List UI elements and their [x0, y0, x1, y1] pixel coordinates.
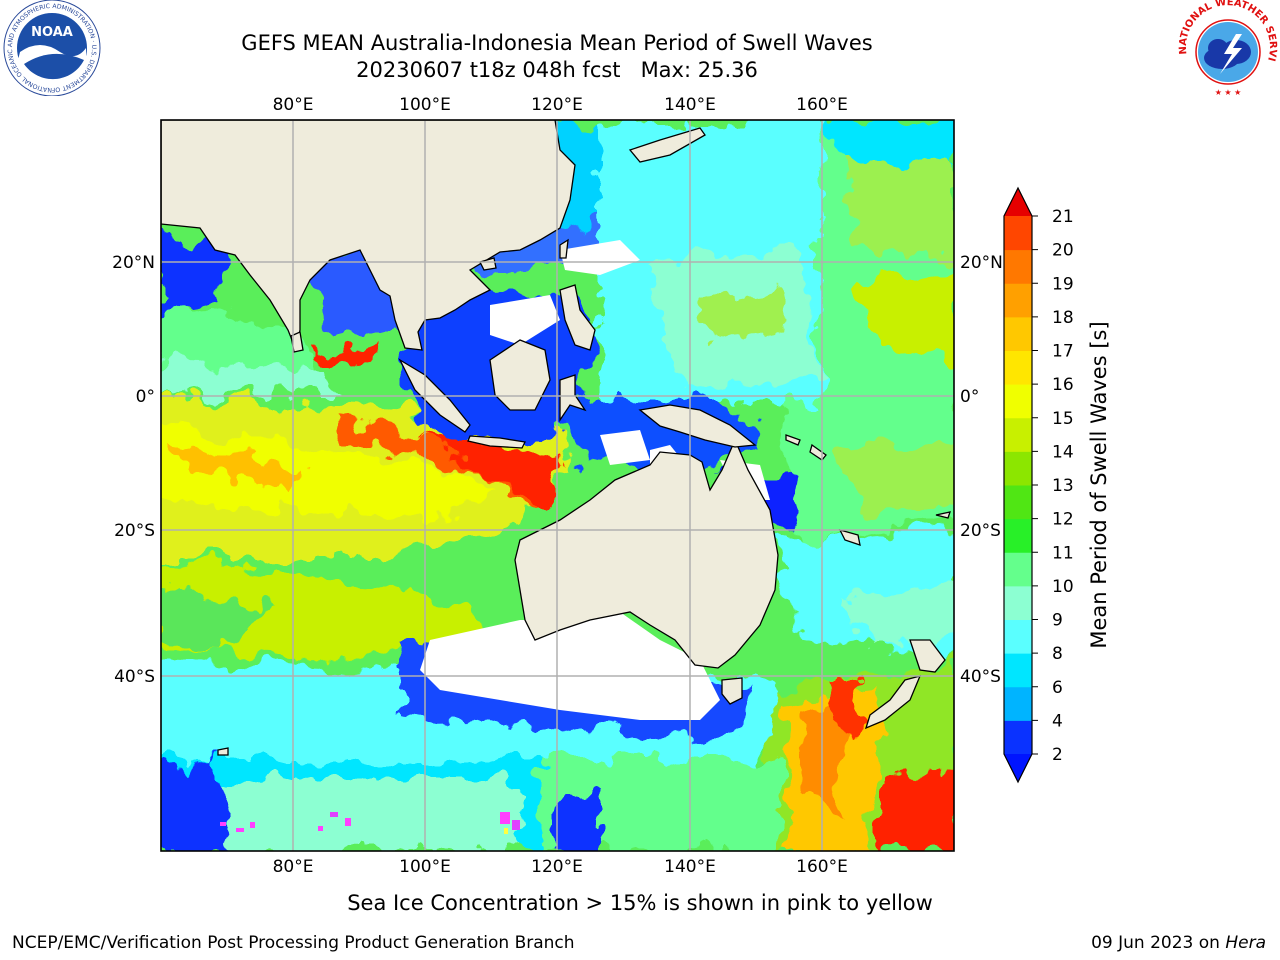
colorbar-tick-label: 13 — [1052, 476, 1074, 496]
colorbar-segment — [1004, 350, 1032, 385]
sea-ice-markers — [220, 812, 520, 834]
colorbar-under-extension — [1004, 754, 1032, 782]
colorbar-over-extension — [1004, 188, 1032, 216]
colorbar-segment — [1004, 451, 1032, 486]
colorbar-tick-label: 11 — [1052, 543, 1074, 563]
colorbar-segment — [1004, 384, 1032, 419]
colorbar-segment — [1004, 686, 1032, 721]
lat-label-right: 20°N — [960, 253, 1003, 273]
nz-south-land — [864, 675, 922, 730]
noaa-logo-text: NOAA — [31, 25, 73, 40]
generation-stamp: 09 Jun 2023 on Hera — [1091, 933, 1266, 953]
swell-period-field — [161, 120, 954, 851]
colorbar-tick-label: 18 — [1052, 308, 1074, 328]
colorbar-tick-label: 12 — [1052, 510, 1074, 530]
colorbar-segment — [1004, 283, 1032, 318]
lat-labels-right: 20°N 0° 20°S 40°S — [960, 253, 1003, 687]
producer-credit: NCEP/EMC/Verification Post Processing Pr… — [12, 933, 575, 953]
colorbar: 2 4 6 8 9 10 11 12 13 14 15 16 17 18 19 20 21 — [1003, 186, 1074, 784]
colorbar-tick-label: 17 — [1052, 342, 1074, 362]
lon-label-bottom: 100°E — [399, 857, 451, 877]
lon-label-bottom: 160°E — [796, 857, 848, 877]
tasmania-land — [721, 677, 743, 705]
generation-date: 09 Jun 2023 on — [1091, 933, 1226, 953]
philippines-land — [559, 284, 596, 351]
map-frame — [160, 119, 955, 852]
lon-label-bottom: 140°E — [664, 857, 716, 877]
lon-label-bottom: 120°E — [531, 857, 583, 877]
lat-labels-left: 20°N 0° 20°S 40°S — [112, 253, 155, 687]
colorbar-label: Mean Period of Swell Waves [s] — [1087, 321, 1111, 648]
colorbar-tick-label: 19 — [1052, 274, 1074, 294]
colorbar-segment — [1004, 249, 1032, 284]
colorbar-tick-label: 10 — [1052, 577, 1074, 597]
map-title: GEFS MEAN Australia-Indonesia Mean Perio… — [241, 31, 873, 55]
colorbar-segment — [1004, 720, 1032, 755]
colorbar-segment — [1004, 585, 1032, 620]
sulawesi-land — [559, 374, 587, 423]
colorbar-tick-label: 21 — [1052, 207, 1074, 227]
lon-label-top: 120°E — [531, 95, 583, 115]
sea-ice-note: Sea Ice Concentration > 15% is shown in … — [347, 891, 933, 915]
japan-land — [628, 127, 706, 163]
colorbar-segment — [1004, 417, 1032, 452]
lon-labels-top: 80°E 100°E 120°E 140°E 160°E — [273, 95, 848, 115]
colorbar-tick-label: 6 — [1052, 678, 1063, 698]
new-guinea-land — [638, 404, 757, 448]
lat-label-left: 0° — [136, 387, 155, 407]
colorbar-tick-label: 14 — [1052, 442, 1074, 462]
australia-land — [514, 438, 779, 669]
colorbar-segment — [1004, 485, 1032, 520]
colorbar-tick-label: 4 — [1052, 711, 1063, 731]
lon-labels-bottom: 80°E 100°E 120°E 140°E 160°E — [273, 857, 848, 877]
lat-label-left: 40°S — [114, 667, 155, 687]
colorbar-segment — [1004, 518, 1032, 553]
java-land — [467, 435, 526, 449]
map-subtitle: 20230607 t18z 048h fcst Max: 25.36 — [356, 58, 758, 82]
colorbar-tick-label: 2 — [1052, 745, 1063, 765]
lat-label-left: 20°N — [112, 253, 155, 273]
lon-label-bottom: 80°E — [273, 857, 314, 877]
lon-label-top: 80°E — [273, 95, 314, 115]
colorbar-segment — [1004, 653, 1032, 688]
graticule — [161, 120, 954, 851]
colorbar-segment — [1004, 216, 1032, 251]
borneo-land — [489, 339, 551, 411]
colorbar-segment — [1004, 316, 1032, 351]
colorbar-tick-label: 9 — [1052, 611, 1063, 631]
lon-label-top: 100°E — [399, 95, 451, 115]
lat-label-right: 0° — [960, 387, 979, 407]
lat-label-left: 20°S — [114, 521, 155, 541]
nws-logo: NATIONAL WEATHER SERVICE ★ ★ ★ — [1178, 0, 1278, 97]
asia-land — [161, 120, 576, 353]
colorbar-tick-label: 8 — [1052, 644, 1063, 664]
colorbar-tick-label: 15 — [1052, 409, 1074, 429]
lon-label-top: 160°E — [796, 95, 848, 115]
nz-north-land — [909, 639, 946, 673]
lat-label-right: 40°S — [960, 667, 1001, 687]
colorbar-tick-label: 20 — [1052, 241, 1074, 261]
great-australian-bight-blank — [420, 612, 720, 720]
lon-label-top: 140°E — [664, 95, 716, 115]
noaa-logo: NATIONAL OCEANIC AND ATMOSPHERIC ADMINIS… — [0, 0, 101, 96]
colorbar-segment — [1004, 552, 1032, 587]
lat-label-right: 20°S — [960, 521, 1001, 541]
colorbar-segment — [1004, 619, 1032, 654]
generation-host: Hera — [1225, 933, 1266, 953]
colorbar-tick-label: 16 — [1052, 375, 1074, 395]
svg-text:★ ★ ★: ★ ★ ★ — [1215, 88, 1242, 97]
